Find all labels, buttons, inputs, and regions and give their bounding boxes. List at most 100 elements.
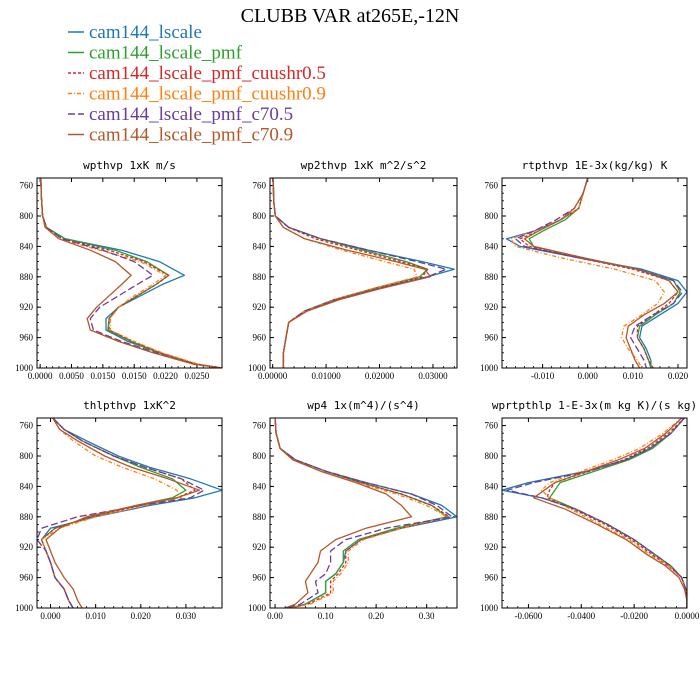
panel-3: rtpthvp 1E-3x(kg/kg) K 760 800 840 880 920 960… [480,159,689,381]
y-tick-label: 960 [20,573,34,583]
y-tick-label: 920 [253,542,267,552]
x-tick-label: 0.30 [419,611,435,621]
y-tick-label: 800 [485,451,499,461]
panel-6: wprtpthlp 1-E-3x(m kg K)/(s kg) 760 800 840… [480,399,700,621]
y-tick-label: 840 [253,481,267,491]
y-tick-label: 760 [20,181,34,191]
series-line-4 [272,178,418,368]
series-group [505,178,687,368]
x-tick-label: 0.0150 [90,371,115,381]
series-line-2 [548,418,687,608]
x-tick-label: 0.10 [318,611,334,621]
y-tick-label: 800 [20,211,34,221]
panel-title: rtpthvp 1E-3x(kg/kg) K [522,159,668,172]
series-line-2 [274,418,448,608]
series-line-3 [40,178,222,368]
x-tick-label: 0.020 [668,371,689,381]
y-tick-label: 880 [485,272,499,282]
x-tick-label: 0.0250 [185,371,210,381]
series-line-4 [40,418,183,608]
series-line-3 [519,178,679,368]
y-tick-label: 960 [20,333,34,343]
plot-frame [269,177,458,369]
y-tick-label: 760 [253,181,267,191]
y-tick-label: 880 [253,272,267,282]
y-tick-label: 800 [485,211,499,221]
y-tick-label: 760 [485,181,499,191]
x-tick-label: 0.010 [623,371,644,381]
x-tick-label: -0.0400 [567,611,595,621]
y-tick-label: 960 [485,333,499,343]
panel-title: wprtpthlp 1-E-3x(m kg K)/(s kg) [492,399,697,412]
series-line-6 [45,418,201,608]
series-line-3 [274,418,451,608]
panel-1: wpthvp 1xK m/s76080084088092096010000.00… [15,159,223,381]
y-tick-label: 960 [253,333,267,343]
y-tick-label: 800 [253,211,267,221]
panels: wpthvp 1xK m/s 760 800 840 880 920 960 1000 0.00… [15,159,700,621]
x-tick-label: 0.030 [176,611,197,621]
series-line-4 [540,418,687,608]
plot-frame [269,417,458,609]
y-tick-label: 960 [485,573,499,583]
legend-item: cam144_lscale_pmf_c70.9 [68,125,293,146]
series-line-3 [546,418,687,608]
y-tick-label: 880 [20,272,34,282]
y-tick-label: 840 [253,241,267,251]
panel-2: wp2thvp 1xK m^2/s^2 760 800 840 880 920 960 100… [248,159,458,381]
series-group [274,418,457,608]
panel-title: wp2thvp 1xK m^2/s^2 [301,159,427,172]
y-tick-label: 840 [485,241,499,251]
plot-frame [501,177,688,369]
legend-item: cam144_lscale [68,22,202,43]
series-line-5 [40,178,222,368]
y-tick-label: 760 [20,421,34,431]
y-tick-label: 880 [485,512,499,522]
x-tick-label: 0.0150 [122,371,147,381]
x-tick-label: -0.0200 [620,611,648,621]
series-line-3 [272,178,429,368]
series-line-2 [528,178,681,368]
plot-frame [36,417,223,609]
y-tick-label: 880 [20,512,34,522]
panel-title: wpthvp 1xK m/s [83,159,176,172]
x-tick-label: -0.010 [531,371,555,381]
series-line-1 [502,418,687,608]
series-group [502,418,687,608]
series-line-6 [272,178,431,368]
x-tick-label: 0.02000 [365,371,395,381]
y-tick-label: 920 [485,302,499,312]
y-tick-label: 760 [253,421,267,431]
series-line-6 [40,178,222,368]
series-line-5 [514,178,684,368]
x-tick-label: 0.01000 [311,371,341,381]
y-tick-label: 840 [20,241,34,251]
series-line-5 [272,178,447,368]
legend-label: cam144_lscale_pmf [89,43,243,64]
legend-item: cam144_lscale_pmf_cuushr0.5 [68,63,326,84]
series-line-3 [40,418,196,608]
y-tick-label: 1000 [15,603,34,613]
y-tick-label: 960 [253,573,267,583]
x-tick-label: 0.000 [40,611,61,621]
series-line-2 [40,178,222,368]
legend-label: cam144_lscale_pmf_c70.5 [89,104,293,125]
y-tick-label: 800 [20,451,34,461]
series-line-1 [274,418,457,608]
series-line-2 [272,178,429,368]
y-tick-label: 1000 [15,363,34,373]
y-tick-label: 840 [20,481,34,491]
y-tick-label: 880 [253,512,267,522]
series-line-4 [40,178,222,368]
series-line-5 [274,418,453,608]
x-tick-label: -0.0600 [515,611,543,621]
y-tick-label: 920 [20,302,34,312]
series-line-6 [533,418,687,608]
panel-4: thlpthvp 1xK^2 760 800 840 880 920 960 1000 0.00… [15,399,223,621]
series-group [40,178,222,368]
x-tick-label: 0.20 [368,611,384,621]
x-tick-label: 0.03000 [418,371,448,381]
y-tick-label: 920 [20,542,34,552]
plot-frame [501,417,688,609]
y-tick-label: 1000 [480,603,499,613]
